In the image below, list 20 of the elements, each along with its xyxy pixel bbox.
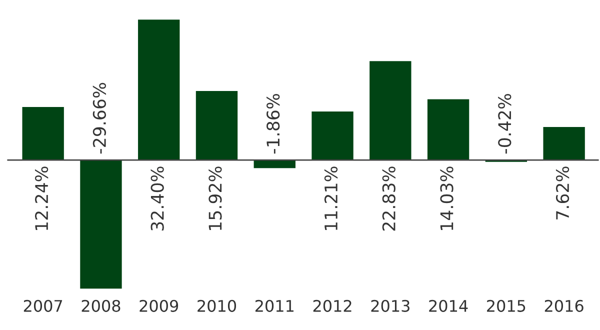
x-tick-label: 2010 (198, 300, 236, 312)
x-tick-label: 2007 (24, 300, 62, 312)
data-label: -1.86% (266, 94, 280, 154)
x-tick-label: 2008 (82, 300, 120, 312)
data-label: 7.62% (556, 166, 570, 220)
data-label: 14.03% (440, 166, 454, 230)
data-label: -29.66% (92, 82, 106, 154)
x-tick-label: 2009 (140, 300, 178, 312)
x-tick-label: 2011 (255, 300, 294, 312)
data-label: 32.40% (150, 166, 164, 231)
data-label: 11.21% (324, 166, 338, 230)
data-label: 15.92% (208, 166, 222, 230)
x-tick-label: 2012 (313, 300, 352, 312)
data-label: 12.24% (34, 166, 48, 230)
x-tick-label: 2015 (487, 300, 526, 312)
data-label: -0.42% (498, 94, 512, 154)
x-tick-label: 2013 (371, 300, 410, 312)
data-label: 22.83% (382, 166, 396, 231)
x-tick-label: 2014 (429, 300, 468, 312)
x-tick-label: 2016 (544, 300, 584, 312)
